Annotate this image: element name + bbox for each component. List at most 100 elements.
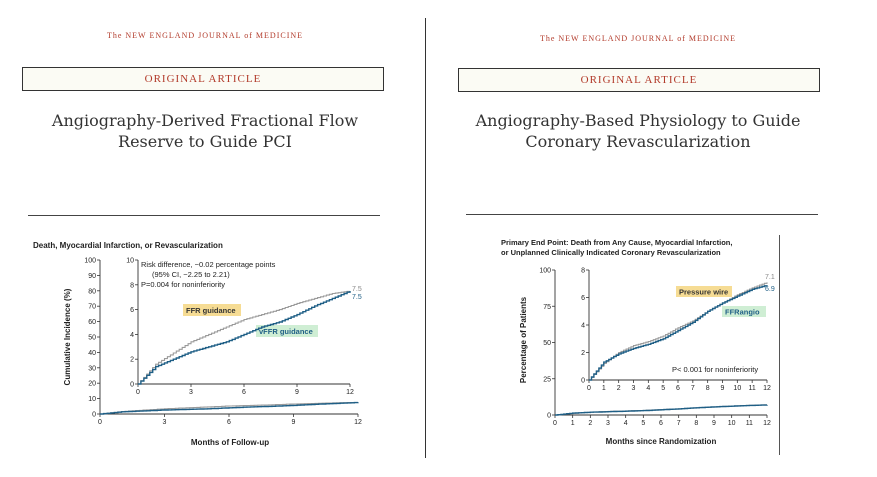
right-main-x-tick-label: 2	[588, 420, 592, 427]
right-chart-title-line-2: or Unplanned Clinically Indicated Corona…	[501, 248, 721, 257]
article-type-label: ORIGINAL ARTICLE	[144, 73, 262, 85]
right-inset-x-tick-label: 12	[763, 385, 771, 392]
left-main-series-line-test	[100, 401, 359, 415]
left-main-y-tick-label: 100	[84, 258, 96, 265]
right-article-panel: The NEW ENGLAND JOURNAL of MEDICINE ORIG…	[438, 0, 877, 477]
left-main-x-tick-label: 6	[227, 419, 231, 426]
right-inset-x-tick-label: 7	[691, 385, 695, 392]
right-main-x-tick-label: 11	[746, 420, 753, 427]
left-main-y-tick-label: 80	[88, 288, 96, 295]
right-inset-y-tick-label: 6	[581, 295, 585, 302]
right-inset-x-tick-label: 8	[706, 385, 710, 392]
left-y-axis-label: Cumulative Incidence (%)	[63, 288, 72, 385]
panel-divider	[425, 18, 426, 458]
left-inset-series-line-reference	[138, 290, 351, 385]
left-inset-x-tick-label: 0	[136, 389, 140, 396]
left-inset-y-tick-label: 2	[130, 357, 134, 364]
left-inset-annotation-line-1: Risk difference, −0.02 percentage points	[141, 260, 276, 269]
title-line-2: Reserve to Guide PCI	[118, 132, 292, 151]
article-type-box: ORIGINAL ARTICLE	[458, 68, 820, 92]
right-inset-x-tick-label: 4	[646, 385, 650, 392]
right-main-x-tick-label: 10	[728, 420, 736, 427]
left-x-axis-label: Months of Follow-up	[191, 438, 269, 447]
right-main-y-tick-label: 50	[543, 340, 551, 347]
left-main-y-tick-label: 60	[88, 319, 96, 326]
pressure-wire-label-highlight	[676, 286, 732, 297]
left-main-x-tick-label: 0	[98, 419, 102, 426]
left-inset-y-tick-label: 4	[130, 332, 134, 339]
left-inset-series-line-test	[138, 291, 351, 385]
left-main-y-tick-label: 70	[88, 304, 96, 311]
right-inset-x-tick-label: 3	[632, 385, 636, 392]
left-chart-title: Death, Myocardial Infarction, or Revascu…	[33, 241, 223, 250]
right-inset-y-tick-label: 0	[581, 378, 585, 385]
left-inset-x-tick-label: 3	[189, 389, 193, 396]
article-title: Angiography-Based Physiology to Guide Co…	[453, 110, 823, 152]
left-main-y-tick-label: 30	[88, 365, 96, 372]
pressure-wire-end-value: 7.1	[765, 274, 775, 281]
right-inset-series-line-reference	[589, 282, 768, 381]
right-inset-y-tick-label: 8	[581, 268, 585, 275]
vffr-guidance-label: vFFR guidance	[259, 327, 313, 336]
right-main-y-tick-label: 75	[543, 304, 551, 311]
figure-frame-edge	[779, 235, 780, 455]
right-inset-annotation: P< 0.001 for noninferiority	[672, 365, 758, 374]
left-inset-y-tick-label: 6	[130, 307, 134, 314]
right-main-y-tick-label: 25	[543, 376, 551, 383]
right-main-x-tick-label: 12	[763, 420, 771, 427]
left-main-y-tick-label: 10	[88, 396, 96, 403]
right-inset-y-tick-label: 2	[581, 350, 585, 357]
right-inset-x-tick-label: 1	[602, 385, 606, 392]
vffr-end-value: 7.5	[352, 294, 362, 301]
section-rule	[28, 215, 380, 216]
left-inset-x-tick-label: 12	[346, 389, 354, 396]
ffr-end-value: 7.5	[352, 286, 362, 293]
left-main-y-tick-label: 50	[88, 335, 96, 342]
left-inset-y-tick-label: 10	[126, 258, 134, 265]
right-chart-title-line-1: Primary End Point: Death from Any Cause,…	[501, 238, 732, 247]
left-main-y-tick-label: 40	[88, 350, 96, 357]
right-inset-x-tick-label: 0	[587, 385, 591, 392]
right-x-axis-label: Months since Randomization	[606, 437, 717, 446]
right-main-x-tick-label: 1	[571, 420, 575, 427]
ffrangio-label: FFRangio	[725, 308, 760, 317]
right-main-x-tick-label: 4	[624, 420, 628, 427]
section-rule	[466, 214, 818, 215]
left-inset-y-tick-label: 0	[130, 382, 134, 389]
right-inset-series-line-test	[589, 285, 768, 381]
left-inset-annotation-line-2: (95% CI, −2.25 to 2.21)	[152, 270, 230, 279]
left-main-y-tick-label: 0	[92, 412, 96, 419]
ffrangio-label-highlight	[722, 306, 766, 317]
left-main-y-tick-label: 90	[88, 273, 96, 280]
right-main-x-tick-label: 5	[641, 420, 645, 427]
ffr-label-highlight	[183, 304, 241, 316]
left-inset-x-tick-label: 9	[295, 389, 299, 396]
right-inset-x-tick-label: 2	[617, 385, 621, 392]
right-main-x-tick-label: 9	[712, 420, 716, 427]
left-main-x-tick-label: 3	[163, 419, 167, 426]
article-type-label: ORIGINAL ARTICLE	[580, 74, 698, 86]
left-main-x-tick-label: 9	[292, 419, 296, 426]
left-inset-annotation-line-3: P=0.004 for noninferiority	[141, 280, 225, 289]
vffr-label-highlight	[256, 325, 318, 337]
right-main-x-tick-label: 0	[553, 420, 557, 427]
title-line-2: Coronary Revascularization	[525, 132, 751, 151]
left-article-panel: The NEW ENGLAND JOURNAL of MEDICINE ORIG…	[0, 0, 420, 477]
article-type-box: ORIGINAL ARTICLE	[22, 67, 384, 91]
left-inset-x-tick-label: 6	[242, 389, 246, 396]
right-main-x-tick-label: 8	[694, 420, 698, 427]
ffrangio-end-value: 6.9	[765, 286, 775, 293]
journal-name: The NEW ENGLAND JOURNAL of MEDICINE	[106, 31, 304, 40]
ffr-guidance-label: FFR guidance	[186, 306, 236, 315]
right-main-y-tick-label: 0	[547, 413, 551, 420]
right-inset-x-tick-label: 5	[661, 385, 665, 392]
pressure-wire-label: Pressure wire	[679, 288, 728, 297]
left-main-x-tick-label: 12	[354, 419, 362, 426]
journal-name: The NEW ENGLAND JOURNAL of MEDICINE	[539, 34, 737, 43]
article-title: Angiography-Derived Fractional Flow Rese…	[20, 110, 390, 152]
right-y-axis-label: Percentage of Patients	[519, 296, 528, 383]
right-inset-x-tick-label: 11	[749, 385, 756, 392]
title-line-1: Angiography-Based Physiology to Guide	[475, 111, 801, 130]
